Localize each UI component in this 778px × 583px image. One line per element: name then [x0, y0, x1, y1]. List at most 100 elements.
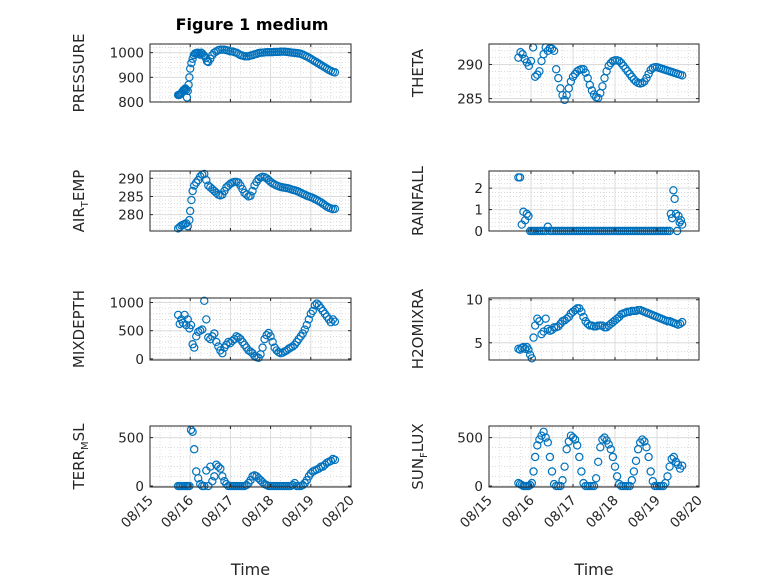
data-point: [246, 191, 255, 200]
data-point: [185, 64, 195, 73]
data-point: [625, 481, 634, 491]
data-point: [187, 58, 196, 68]
data-point: [529, 333, 538, 342]
data-point: [566, 77, 576, 86]
data-point: [642, 443, 651, 452]
axes-box: [488, 297, 700, 361]
y-tick-label: 1: [474, 203, 483, 219]
axes-box: [488, 43, 700, 103]
data-point: [552, 65, 561, 74]
data-point: [617, 58, 626, 68]
y-axis-label: PRESSURE: [70, 34, 88, 113]
y-tick-label: 280: [118, 208, 144, 224]
axes-box: [488, 425, 700, 488]
data-point: [330, 204, 340, 214]
data-point: [627, 476, 637, 485]
data-point: [570, 435, 580, 444]
data-point: [678, 71, 687, 80]
data-point: [202, 315, 211, 324]
data-point: [610, 462, 620, 471]
data-point: [676, 216, 686, 225]
y-tick-label: 0: [474, 479, 483, 495]
y-axis-label: RAINFALL: [409, 165, 427, 236]
data-point: [669, 186, 678, 195]
data-point: [300, 325, 309, 334]
data-point: [619, 61, 628, 71]
y-axis-label-tail: SL: [70, 423, 88, 442]
y-tick-label: 1000: [110, 46, 144, 62]
y-tick-label: 500: [457, 431, 483, 447]
data-point: [192, 332, 201, 341]
data-point: [577, 307, 586, 316]
data-point: [598, 435, 607, 444]
data-point: [547, 325, 557, 335]
data-point: [646, 467, 655, 476]
y-axis-label-main: THETA: [409, 48, 427, 98]
data-point: [585, 80, 595, 90]
data-point: [587, 86, 597, 95]
subplot-air_temp: 280 285 290 AIRTEMP: [70, 170, 352, 233]
data-point: [663, 472, 672, 481]
data-point: [535, 67, 544, 76]
y-axis-label-main: AIR: [70, 207, 88, 232]
data-point: [625, 69, 634, 79]
data-point: [543, 438, 553, 447]
y-axis-label: H2OMIXRA: [409, 288, 427, 369]
data-point: [678, 220, 687, 229]
data-point: [558, 476, 567, 485]
data-point: [326, 456, 336, 466]
y-tick-label: 10: [466, 293, 483, 309]
figure-title: Figure 1 medium: [176, 15, 329, 34]
x-axis-label: Time: [573, 560, 613, 579]
data-point: [242, 190, 251, 199]
data-point: [554, 322, 563, 331]
y-tick-label: 285: [118, 189, 144, 205]
data-point: [579, 312, 588, 322]
data-point: [200, 481, 209, 491]
data-point: [330, 68, 340, 77]
data-point: [314, 464, 324, 473]
data-point: [525, 480, 535, 490]
y-tick-label: 5: [474, 336, 483, 352]
data-point: [202, 175, 211, 185]
y-axis-label-subscript: F: [419, 452, 430, 458]
data-point: [288, 480, 297, 490]
axes-box: [149, 425, 352, 488]
data-point: [518, 50, 527, 59]
data-point: [524, 61, 534, 71]
data-point: [515, 173, 525, 182]
data-point: [330, 455, 340, 465]
data-point: [304, 315, 313, 324]
data-point: [266, 332, 275, 341]
data-point: [208, 476, 217, 486]
data-point: [577, 467, 586, 476]
subplot-theta: 285 290 THETA: [409, 43, 700, 108]
y-axis-label: MIXDEPTH: [70, 290, 88, 368]
data-point: [573, 441, 582, 450]
data-point: [533, 314, 542, 323]
data-point: [596, 443, 605, 452]
data-point: [558, 90, 567, 100]
y-tick-label: 290: [457, 57, 483, 73]
axes-box: [488, 170, 700, 232]
data-point: [678, 317, 687, 327]
data-point: [302, 320, 311, 330]
data-point: [516, 47, 525, 57]
data-point: [242, 480, 251, 490]
data-point: [190, 445, 199, 454]
data-point: [204, 481, 213, 491]
data-point: [200, 296, 209, 306]
data-point: [568, 72, 578, 81]
data-point: [527, 354, 537, 363]
y-tick-label: 290: [118, 171, 144, 187]
data-point: [560, 462, 569, 471]
data-point: [670, 194, 679, 204]
y-axis-label-subscript: M: [80, 441, 91, 450]
data-point: [591, 474, 601, 483]
data-point: [598, 82, 607, 91]
data-point: [188, 427, 197, 437]
data-point: [615, 56, 624, 66]
data-point: [185, 206, 195, 216]
y-axis-label-tail: EMP: [70, 170, 88, 201]
